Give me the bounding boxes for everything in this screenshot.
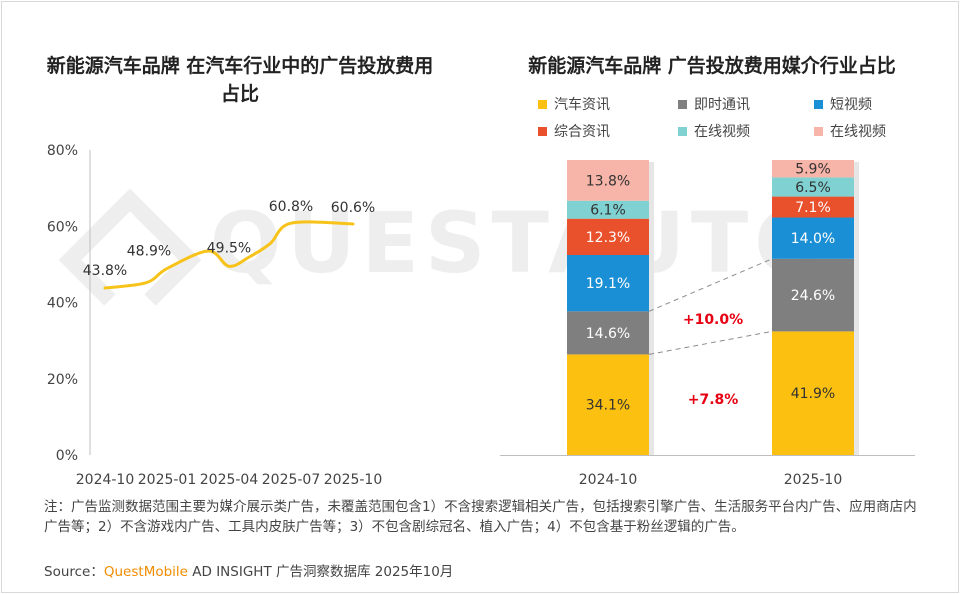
right-chart-title: 新能源汽车品牌 广告投放费用媒介行业占比 — [528, 55, 896, 77]
bar-segment — [772, 217, 854, 259]
legend-item: 短视频 — [814, 94, 872, 114]
legend-item: 综合资讯 — [538, 121, 610, 141]
data-label: 60.8% — [269, 199, 313, 215]
legend-label: 短视频 — [830, 97, 872, 113]
legend-swatch — [814, 126, 823, 136]
legend-item: 在线视频 — [678, 121, 750, 141]
bar-value-label: 13.8% — [586, 173, 630, 189]
x-tick-label: 2025-01 — [138, 472, 197, 488]
bar-value-label: 19.1% — [586, 276, 630, 292]
x-tick-label: 2024-10 — [579, 472, 638, 488]
legend-label: 在线视频 — [694, 124, 750, 140]
source-label: Source： — [44, 564, 104, 580]
bar-value-label: 5.9% — [795, 162, 831, 178]
x-tick-label: 2025-07 — [262, 472, 321, 488]
bar-value-label: 34.1% — [586, 398, 630, 414]
series-line — [103, 220, 355, 290]
data-label: 43.8% — [83, 263, 127, 279]
y-tick-label: 20% — [47, 372, 78, 388]
bar-value-label: 41.9% — [791, 386, 835, 402]
bar-value-label: 7.1% — [795, 200, 831, 216]
bar-segment — [567, 311, 649, 355]
data-label: 49.5% — [207, 240, 251, 256]
legend-swatch — [538, 99, 547, 109]
bar-value-label: 24.6% — [791, 288, 835, 304]
x-tick-label: 2025-10 — [784, 472, 843, 488]
watermark-text: QUESTAUTO — [210, 194, 832, 292]
change-annotation: +7.8% — [688, 392, 739, 408]
left-chart-title: 新能源汽车品牌 在汽车行业中的广告投放费用占比 — [46, 55, 434, 105]
bar-segment — [772, 331, 854, 455]
legend-swatch — [814, 99, 823, 109]
x-tick-label: 2024-10 — [76, 472, 135, 488]
y-tick-label: 40% — [47, 296, 78, 312]
bar-segment — [567, 254, 649, 312]
footnote: 注：广告监测数据范围主要为媒介展示类广告，未覆盖范围包含1）不含搜索逻辑相关广告… — [44, 499, 917, 535]
bar-segment — [772, 177, 854, 197]
y-tick-label: 60% — [47, 219, 78, 235]
bar-segment — [567, 354, 649, 455]
bar-value-label: 6.5% — [795, 180, 831, 196]
legend-item: 即时通讯 — [678, 94, 750, 114]
legend-label: 在线视频 — [830, 124, 886, 140]
legend-swatch — [538, 126, 547, 136]
bar-segment — [772, 258, 854, 332]
stacked-bar-chart: 34.1% 14.6% 19.1% 12.3% 6.1% 13.8% 2024-10 41.9… — [500, 160, 915, 488]
bar-segment — [772, 196, 854, 218]
bar-value-label: 14.0% — [791, 231, 835, 247]
data-label: 48.9% — [127, 244, 171, 260]
bar-segment — [567, 200, 649, 219]
watermark: QUESTAUTO — [58, 188, 832, 306]
bar-value-label: 6.1% — [590, 203, 626, 219]
line-chart: 0%20%40%60%80%2024-10 2025-01 2025-04 2025-… — [47, 143, 383, 488]
bar-shadow — [649, 162, 654, 455]
x-tick-label: 2025-04 — [200, 472, 259, 488]
legend-label: 综合资讯 — [554, 124, 610, 140]
legend-label: 汽车资讯 — [554, 97, 610, 113]
legend-swatch — [678, 126, 687, 136]
y-tick-label: 0% — [56, 448, 78, 464]
data-label: 60.6% — [331, 200, 375, 216]
bar-segment — [567, 160, 649, 201]
source-rest: AD INSIGHT 广告洞察数据库 2025年10月 — [187, 564, 454, 580]
bar-shadow — [854, 162, 859, 455]
connector-line — [648, 258, 773, 312]
legend-item: 汽车资讯 — [538, 94, 610, 114]
bar-segment — [772, 160, 854, 178]
source-line: Source：QuestMobile AD INSIGHT 广告洞察数据库 20… — [44, 560, 453, 580]
connector-line — [648, 330, 773, 355]
source-brand: QuestMobile — [103, 564, 188, 580]
bar-segment — [567, 218, 649, 255]
y-tick-label: 80% — [47, 143, 78, 159]
bar-value-label: 12.3% — [586, 230, 630, 246]
legend-label: 即时通讯 — [694, 97, 750, 113]
bar-value-label: 14.6% — [586, 326, 630, 342]
legend-swatch — [678, 99, 687, 109]
x-tick-label: 2025-10 — [324, 472, 383, 488]
change-annotation: +10.0% — [683, 312, 743, 328]
legend-item: 在线视频 — [814, 121, 886, 141]
